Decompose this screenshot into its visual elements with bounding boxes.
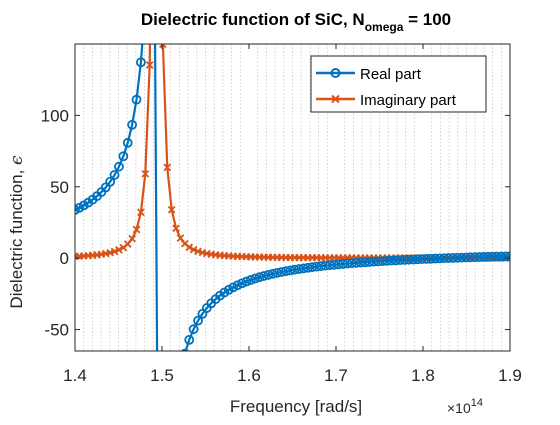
y-axis-label: Dielectric function, ϵ	[7, 155, 27, 309]
real-part-point	[307, 262, 318, 273]
imaginary-part-point	[176, 234, 185, 242]
real-part-point	[289, 264, 300, 275]
real-part-point	[259, 271, 269, 281]
x-exponent-label: ×1014	[447, 397, 483, 416]
y-tick-label: -50	[44, 321, 69, 340]
imaginary-part-point	[172, 224, 180, 233]
real-part-point	[193, 315, 203, 326]
y-tick-label: 0	[60, 249, 69, 268]
real-part-point	[136, 57, 146, 68]
tick-layer: 1.4 1.5 1.6 1.7 1.8 1.9 -50 0 50 100	[41, 44, 522, 385]
real-part-point	[294, 264, 304, 274]
legend-real-label: Real part	[360, 66, 422, 83]
real-part-point	[276, 267, 287, 277]
legend-box	[310, 55, 487, 113]
real-part-point	[281, 266, 291, 277]
imaginary-part-point	[137, 208, 145, 217]
y-tick-label: 50	[50, 178, 69, 197]
legend: Real part Imaginary part	[310, 55, 487, 113]
real-part-point	[75, 204, 80, 215]
real-part-point	[184, 334, 195, 345]
series-layer	[75, 44, 510, 351]
real-part-point	[241, 276, 252, 287]
imaginary-part-point	[115, 246, 123, 254]
x-tick-label: 1.7	[324, 366, 348, 385]
imaginary-part-point	[110, 247, 119, 256]
imaginary-part-point	[163, 163, 172, 172]
imaginary-part-point	[141, 169, 150, 178]
real-part-point	[122, 137, 133, 148]
real-part-point	[267, 268, 278, 279]
imaginary-part-point	[128, 234, 136, 243]
imaginary-part-point	[185, 243, 194, 252]
real-part-point	[105, 176, 116, 187]
imaginary-part-point	[132, 225, 141, 234]
chart-title: Dielectric function of SiC, Nomega = 100	[141, 10, 451, 34]
legend-imag-marker	[331, 94, 340, 104]
real-part-point	[237, 278, 247, 289]
real-part-point	[114, 161, 124, 172]
real-part-point	[302, 262, 313, 273]
x-tick-label: 1.6	[237, 366, 261, 385]
y-tick-label: 100	[41, 106, 69, 125]
imaginary-part-point	[167, 205, 176, 214]
real-part-point	[127, 119, 138, 130]
x-tick-label: 1.8	[411, 366, 435, 385]
imaginary-part-point	[189, 245, 198, 254]
real-part-point	[188, 324, 199, 335]
real-part-point	[285, 265, 296, 276]
grid-layer	[83, 44, 502, 351]
legend-imag-label: Imaginary part	[360, 92, 457, 109]
real-part-point	[109, 170, 120, 180]
real-part-point	[254, 272, 265, 283]
real-part-line	[75, 44, 510, 351]
real-part-point	[245, 275, 256, 285]
real-part-point	[131, 94, 142, 105]
real-part-point	[298, 263, 309, 274]
x-tick-label: 1.5	[150, 366, 174, 385]
real-part-point	[272, 267, 283, 278]
x-axis-label: Frequency [rad/s]	[230, 397, 362, 416]
real-part-series	[75, 44, 510, 351]
real-part-point	[250, 273, 261, 284]
real-part-point	[180, 348, 189, 351]
real-part-point	[505, 251, 510, 262]
legend-real-marker	[330, 68, 341, 78]
real-part-point	[263, 269, 274, 280]
real-part-point	[118, 151, 129, 162]
plot-frame	[74, 43, 511, 352]
x-tick-label: 1.4	[63, 366, 87, 385]
x-tick-label: 1.9	[498, 366, 522, 385]
imaginary-part-point	[145, 61, 154, 69]
